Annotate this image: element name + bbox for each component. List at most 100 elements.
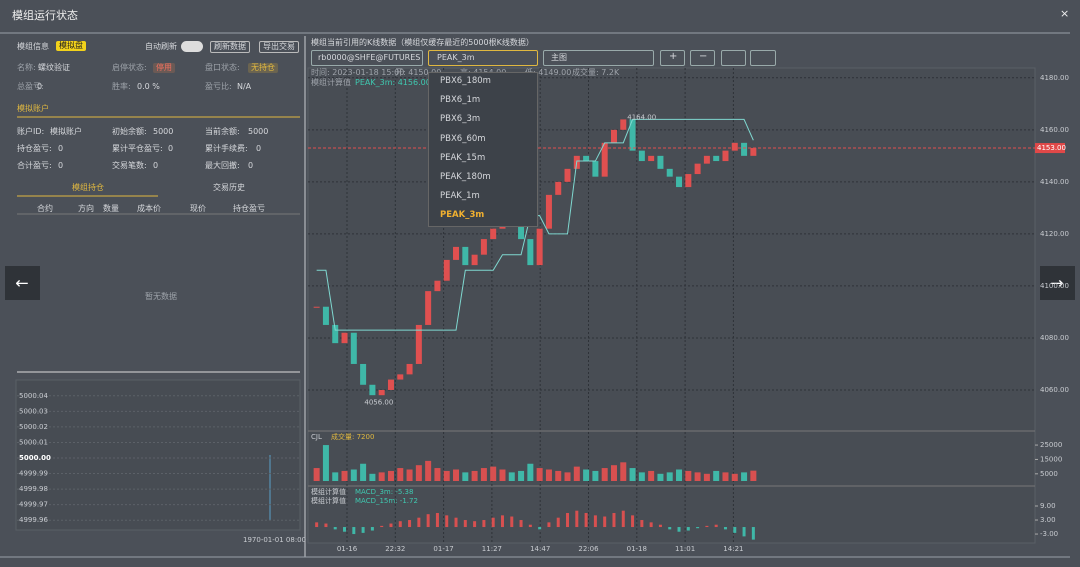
indicator-select[interactable] [428,50,538,66]
field-label: 持仓盈亏: [17,144,52,153]
column-header: 现价 [190,204,206,213]
volume-bar [741,472,748,481]
indicator-select-text[interactable]: PEAK_3m [437,53,475,62]
macd-bar [519,520,523,528]
positions-tab[interactable]: 交易历史 [213,183,245,192]
volume-bar [573,466,580,481]
candle [694,163,701,175]
field-value: 0 [168,144,174,153]
symbol-select[interactable] [311,50,423,66]
volume-bar [378,472,385,481]
empty-text: 暂无数据 [145,292,177,301]
candle [313,306,320,308]
field-label: 盈亏比: [205,82,232,91]
volume-bar [564,472,571,481]
macd-bar [343,527,347,532]
candle [490,228,497,240]
volume-bar [676,469,683,481]
volume-bar [350,469,357,481]
symbol-select-text[interactable]: rb0000@SHFE@FUTURES [318,53,421,62]
candle [322,306,329,325]
y-tick-label: 5000.00 [19,454,51,462]
dropdown-option[interactable]: PEAK_180m [440,172,491,182]
candle [555,181,562,195]
volume-bar [480,468,487,481]
volume-bar [722,472,729,481]
candle [750,148,757,156]
nav-prev[interactable] [5,266,40,300]
positions-tab[interactable]: 模组持仓 [72,183,104,192]
volume-bar [387,470,394,481]
macd-bar [686,527,690,531]
zoom-btn[interactable] [690,50,715,66]
macd-bar [352,527,356,535]
field-value: 无持仓 [248,63,278,73]
zoom-btn[interactable] [660,50,685,66]
dropdown-option[interactable]: PBX6_3m [440,114,481,125]
toggle-btn[interactable] [181,41,203,52]
macd-bar [723,527,727,530]
candle [741,142,748,156]
column-header: 持仓盈亏 [233,204,265,213]
field-value: 0.0 % [137,82,160,91]
volume-bar [490,466,497,481]
field-value: 0 [153,161,159,170]
dropdown-menu [428,72,538,227]
settings-btn[interactable] [721,50,746,66]
macd-bar [566,513,570,528]
y-tick-label: 25000 [1040,441,1062,449]
calc-label: 模组计算值 [311,78,351,87]
volume-bar [694,472,701,481]
dropdown-option[interactable]: PEAK_3m [440,210,485,221]
x-tick-label: 22:06 [578,545,599,553]
dropdown-option[interactable]: PEAK_1m [440,191,480,202]
candle [731,142,738,151]
field-value: 0 [248,161,254,170]
account-tab[interactable]: 模拟账户 [17,104,49,113]
macd-bar [435,513,439,528]
delete-btn[interactable] [750,50,776,66]
dropdown-option[interactable]: PBX6_1m [440,95,481,106]
export-btn[interactable]: 导出交易 [259,41,299,53]
macd-label: 模组计算值 [311,487,346,496]
candle [480,239,487,255]
volume-bar [462,472,469,481]
volume-value: 成交量: 7200 [331,432,374,441]
y-tick-label: 5000.04 [19,392,48,400]
view-select-text[interactable]: 主图 [551,53,567,62]
y-tick-label: 9.00 [1040,502,1056,510]
macd-bar [649,522,653,528]
volume-bar [731,473,738,481]
zoom-btn-text[interactable]: + [669,51,678,62]
candle [638,150,645,162]
volume-bar [425,460,432,481]
macd-bar [593,515,597,528]
zoom-btn-text[interactable]: − [699,51,708,62]
volume-bar [666,472,673,481]
refresh-btn[interactable]: 刷新数据 [210,41,250,53]
macd-bar [714,524,718,528]
macd-bar [417,517,421,528]
volume-bar [508,472,515,481]
macd-bar [463,520,467,528]
volume-bar [555,470,562,481]
y-tick-label: 4999.98 [19,485,48,493]
field-label: 盘口状态: [205,63,240,72]
column-header: 合约 [37,204,53,213]
candle [425,291,432,325]
close-btn[interactable]: × [1060,7,1070,20]
field-value: 0 [256,144,262,153]
dropdown-option[interactable]: PBX6_180m [440,76,491,86]
nav-next[interactable] [1040,266,1075,300]
dropdown-option[interactable]: PBX6_60m [440,133,486,144]
y-tick-label: 4999.96 [19,516,48,524]
volume-bar [648,470,655,481]
view-select[interactable] [543,50,654,66]
y-tick-label: -3.00 [1040,530,1058,538]
volume-bar [536,468,543,481]
candle [434,280,441,292]
candle [443,259,450,281]
dropdown-option[interactable]: PEAK_15m [440,152,486,163]
macd-bar [445,515,449,528]
